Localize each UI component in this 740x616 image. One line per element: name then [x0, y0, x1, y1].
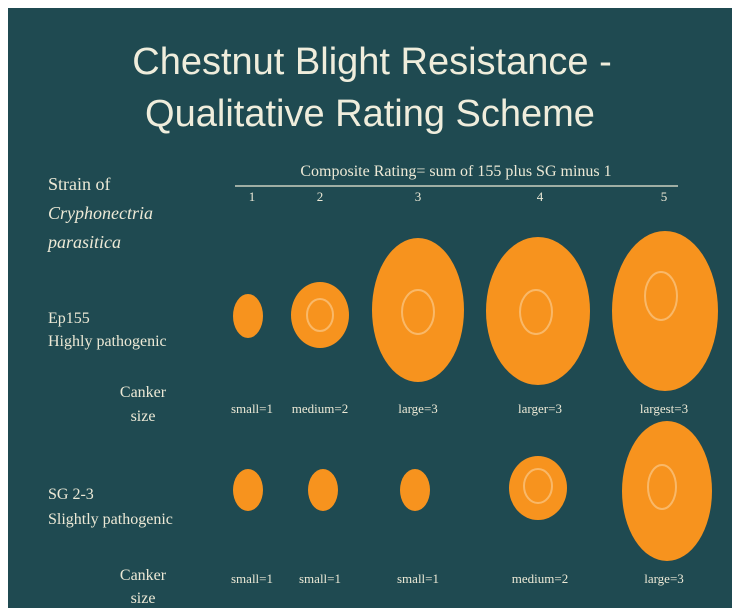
canker	[486, 237, 590, 385]
row-name: SG 2-3	[48, 486, 94, 503]
canker	[372, 238, 464, 382]
row-description: Highly pathogenic	[48, 333, 167, 350]
rating-number: 1	[249, 189, 256, 204]
slide: Chestnut Blight Resistance - Qualitative…	[0, 0, 740, 616]
canker	[612, 231, 718, 391]
size-label: largest=3	[640, 401, 688, 416]
strain-label: parasitica	[46, 232, 121, 252]
size-label: larger=3	[518, 401, 562, 416]
rating-number: 4	[537, 189, 544, 204]
size-label: large=3	[398, 401, 438, 416]
canker-label: size	[131, 408, 156, 425]
title-line: Qualitative Rating Scheme	[145, 93, 595, 135]
canker-label: Canker	[120, 567, 167, 584]
strain-label: Strain of	[48, 174, 111, 194]
canker	[233, 294, 263, 338]
canker-label: size	[131, 590, 156, 607]
size-label: small=1	[299, 571, 341, 586]
rating-number: 2	[317, 189, 324, 204]
canker	[233, 469, 263, 511]
canker	[622, 421, 712, 561]
size-label: medium=2	[512, 571, 568, 586]
canker	[400, 469, 430, 511]
canker	[291, 282, 349, 348]
size-label: small=1	[231, 571, 273, 586]
canker	[509, 456, 567, 520]
size-label: medium=2	[292, 401, 348, 416]
size-label: small=1	[231, 401, 273, 416]
title-line: Chestnut Blight Resistance -	[132, 41, 611, 83]
canker-label: Canker	[120, 384, 167, 401]
rating-number: 5	[661, 189, 668, 204]
rating-number: 3	[415, 189, 422, 204]
canker	[308, 469, 338, 511]
header: Composite Rating= sum of 155 plus SG min…	[300, 163, 611, 180]
row-description: Slightly pathogenic	[48, 511, 173, 528]
row-name: Ep155	[48, 310, 90, 327]
strain-label: Cryphonectria	[48, 203, 153, 223]
size-label: small=1	[397, 571, 439, 586]
size-label: large=3	[644, 571, 684, 586]
